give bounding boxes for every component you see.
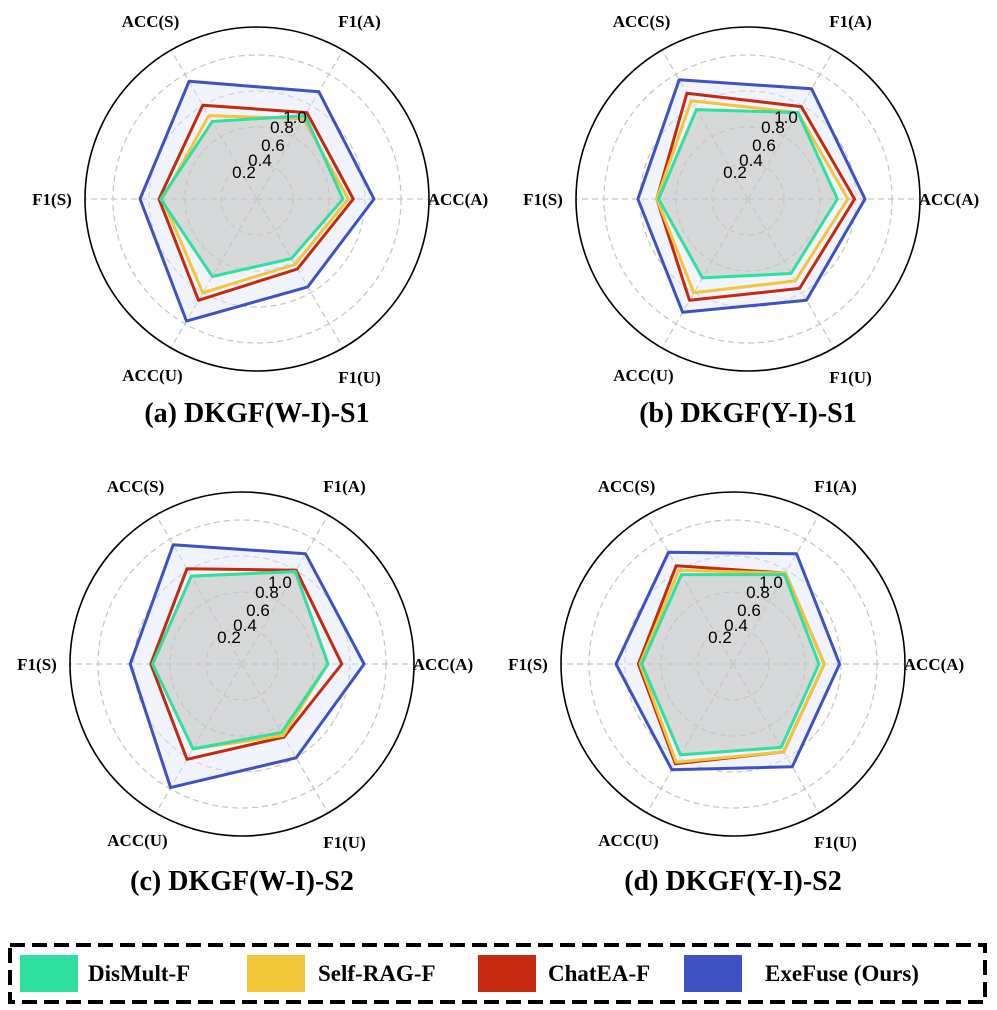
legend-item-self-rag-f: Self-RAG-F (247, 955, 436, 992)
tick-label-0-6: 0.6 (246, 601, 270, 620)
axis-label-acc-u: ACC(U) (613, 366, 673, 385)
axis-label-acc-a: ACC(A) (413, 655, 473, 674)
legend-label-exefuse-ours: ExeFuse (Ours) (765, 961, 919, 986)
axis-label-f1-s: F1(S) (508, 655, 548, 674)
tick-label-0-6: 0.6 (261, 136, 285, 155)
chart-caption: (d) DKGF(Y-I)-S2 (624, 866, 842, 897)
spoke-f1-a (256, 49, 344, 200)
axis-label-f1-a: F1(A) (338, 12, 380, 31)
legend-label-chatea-f: ChatEA-F (548, 961, 650, 986)
legend-swatch-exefuse-ours (684, 955, 742, 992)
spoke-acc-s (155, 514, 243, 665)
radar-chart-4: 0.20.40.60.81.0 ACC(A) F1(A) ACC(S) F1(S) ACC… (508, 477, 964, 897)
chart-caption: (b) DKGF(Y-I)-S1 (639, 398, 857, 429)
axis-label-f1-a: F1(A) (814, 477, 856, 496)
legend-frame (8, 943, 987, 1004)
series-dismult-f (640, 573, 821, 757)
series-exefuse-ours (614, 550, 842, 772)
radar-chart-3: 0.20.40.60.81.0 ACC(A) F1(A) ACC(S) F1(S) ACC… (17, 477, 473, 897)
series-dismult-f (657, 108, 839, 280)
tick-label-1-0: 1.0 (283, 108, 307, 127)
series-exefuse-ours (128, 543, 366, 790)
tick-label-0-4: 0.4 (724, 616, 748, 635)
spoke-f1-a (747, 49, 835, 200)
tick-label-0-6: 0.6 (752, 136, 776, 155)
legend-item-dismult-f: DisMult-F (20, 955, 190, 992)
series-chatea-f (149, 567, 344, 761)
tick-label-1-0: 1.0 (268, 573, 292, 592)
tick-label-0-4: 0.4 (248, 151, 272, 170)
tick-label-0-4: 0.4 (233, 616, 257, 635)
chart-caption: (a) DKGF(W-I)-S1 (144, 398, 369, 429)
spoke-f1-u (256, 198, 344, 349)
grid-ring-3 (148, 90, 366, 308)
legend-swatch-self-rag-f (247, 955, 305, 992)
series-self-rag-f (638, 568, 826, 764)
axis-label-acc-s: ACC(S) (107, 477, 165, 496)
tick-label-1-0: 1.0 (759, 573, 783, 592)
tick-label-1-0: 1.0 (774, 108, 798, 127)
tick-label-0-2: 0.2 (217, 628, 241, 647)
spoke-f1-u (241, 663, 329, 814)
axis-label-acc-s: ACC(S) (613, 12, 671, 31)
axis-label-acc-a: ACC(A) (904, 655, 964, 674)
axis-label-acc-u: ACC(U) (122, 366, 182, 385)
tick-label-0-2: 0.2 (723, 163, 747, 182)
spoke-acc-u (170, 198, 258, 349)
radar-chart-2: 0.20.40.60.81.0 ACC(A) F1(A) ACC(S) F1(S) ACC… (523, 12, 979, 429)
axis-label-f1-s: F1(S) (17, 655, 57, 674)
outer-circle (69, 491, 415, 837)
tick-label-0-2: 0.2 (708, 628, 732, 647)
tick-label-0-8: 0.8 (255, 583, 279, 602)
spoke-acc-s (661, 49, 749, 200)
radar-chart-1: 0.20.40.60.81.0 ACC(A) F1(A) ACC(S) F1(S) ACC… (32, 12, 488, 429)
axis-label-f1-a: F1(A) (829, 12, 871, 31)
axis-label-acc-u: ACC(U) (107, 831, 167, 850)
axis-label-f1-u: F1(U) (814, 833, 856, 852)
spoke-acc-u (661, 198, 749, 349)
tick-label-0-2: 0.2 (232, 163, 256, 182)
series-chatea-f (157, 103, 355, 302)
tick-label-0-6: 0.6 (737, 601, 761, 620)
legend-swatch-chatea-f (478, 955, 536, 992)
axis-label-f1-u: F1(U) (829, 368, 871, 387)
tick-label-0-8: 0.8 (746, 583, 770, 602)
axis-label-acc-a: ACC(A) (428, 190, 488, 209)
legend-item-chatea-f: ChatEA-F (478, 955, 650, 992)
spoke-acc-s (646, 514, 734, 665)
axis-label-acc-s: ACC(S) (122, 12, 180, 31)
chart-caption: (c) DKGF(W-I)-S2 (130, 866, 354, 897)
tick-label-0-8: 0.8 (270, 118, 294, 137)
grid-ring-3 (133, 555, 351, 773)
spoke-f1-a (241, 514, 329, 665)
legend: DisMult-F Self-RAG-F ChatEA-F ExeFuse (Ours… (8, 943, 987, 1004)
outer-circle (560, 491, 906, 837)
spoke-f1-a (732, 514, 820, 665)
axis-label-f1-u: F1(U) (323, 833, 365, 852)
legend-label-self-rag-f: Self-RAG-F (318, 961, 436, 986)
axis-label-f1-s: F1(S) (32, 190, 72, 209)
spoke-acc-s (170, 49, 258, 200)
axis-label-acc-s: ACC(S) (598, 477, 656, 496)
outer-circle (575, 26, 921, 372)
spoke-acc-u (646, 663, 734, 814)
outer-circle (84, 26, 430, 372)
axis-label-acc-a: ACC(A) (919, 190, 979, 209)
series-dismult-f (151, 570, 330, 751)
axis-label-f1-s: F1(S) (523, 190, 563, 209)
tick-label-0-8: 0.8 (761, 118, 785, 137)
legend-label-dismult-f: DisMult-F (88, 961, 190, 986)
axis-label-acc-u: ACC(U) (598, 831, 658, 850)
legend-swatch-dismult-f (20, 955, 78, 992)
tick-label-0-4: 0.4 (739, 151, 763, 170)
legend-item-exefuse-ours: ExeFuse (Ours) (684, 955, 919, 992)
series-dismult-f (159, 114, 345, 278)
axis-label-f1-a: F1(A) (323, 477, 365, 496)
axis-label-f1-u: F1(U) (338, 368, 380, 387)
spoke-f1-u (732, 663, 820, 814)
